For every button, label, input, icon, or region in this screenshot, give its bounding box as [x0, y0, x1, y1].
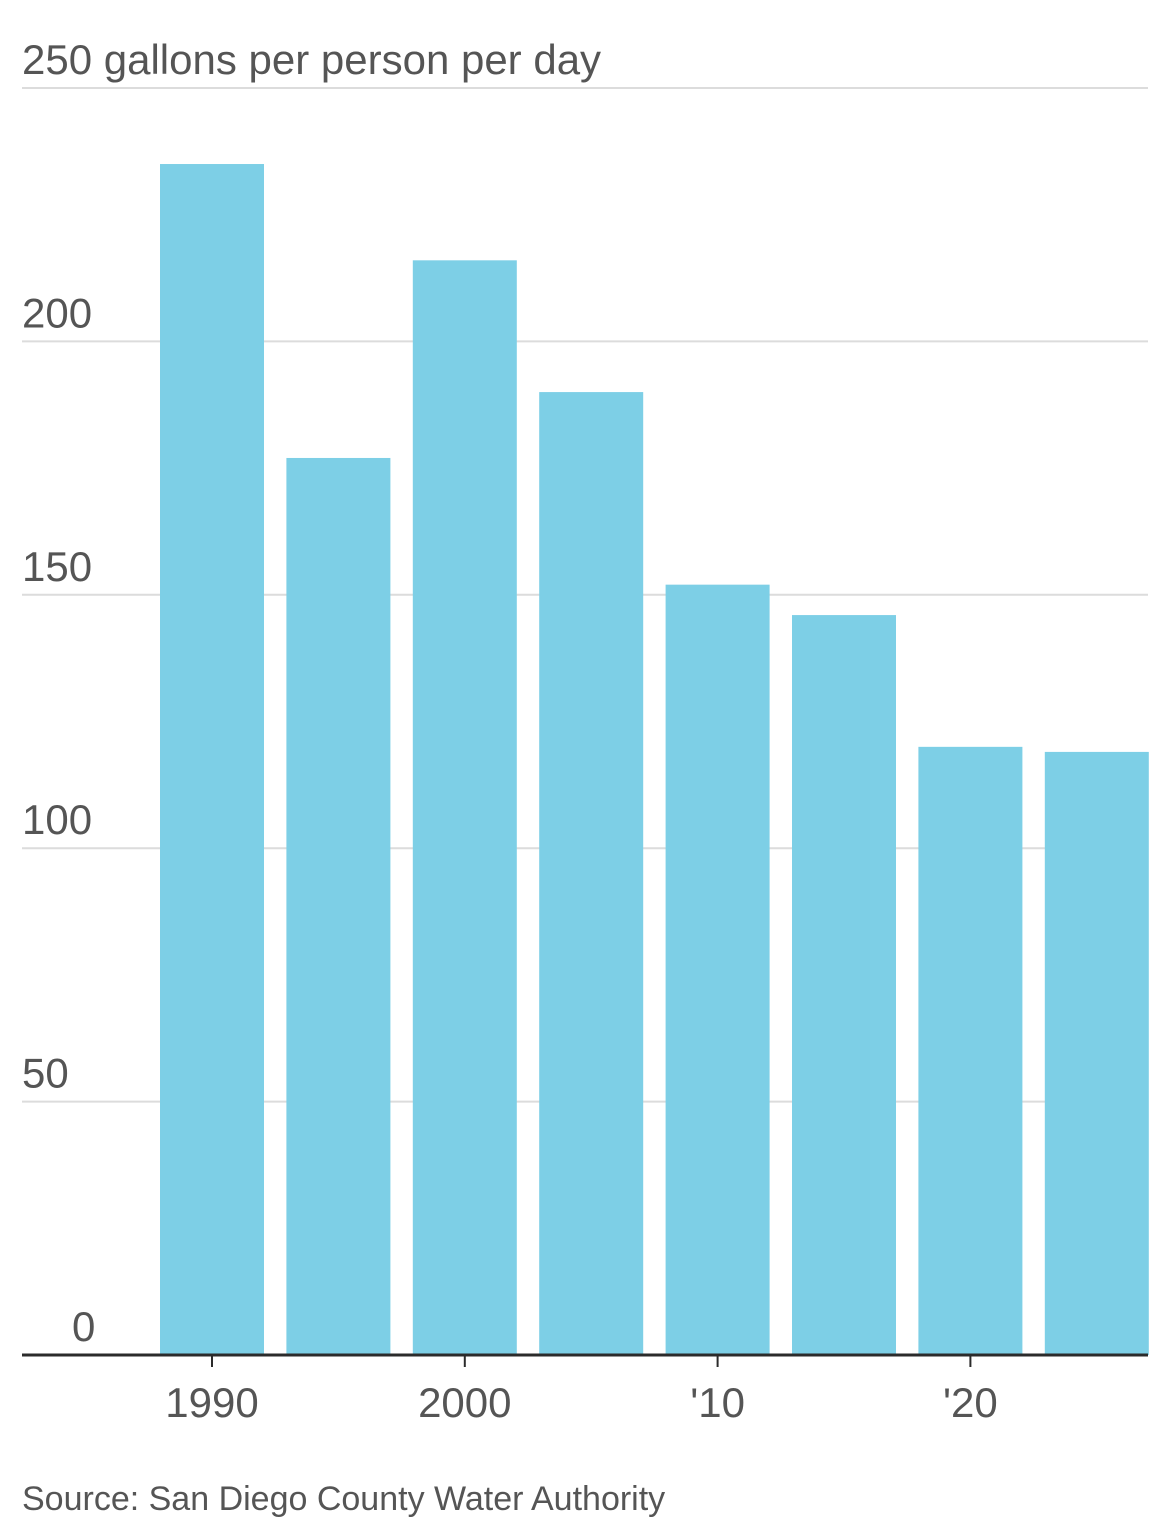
bar-2000 — [412, 260, 517, 1355]
y-tick-label-150: 150 — [22, 543, 92, 590]
y-tick-label-50: 50 — [22, 1050, 69, 1097]
x-tick-label-2020: '20 — [943, 1379, 998, 1426]
x-tick-label-1990: 1990 — [165, 1379, 258, 1426]
axes: 0 50 100 150 200 250 gallons per person per d… — [22, 36, 1148, 1426]
x-tick-label-2010: '10 — [690, 1379, 745, 1426]
bar-2005 — [539, 392, 644, 1356]
bar-2015 — [792, 615, 896, 1355]
y-tick-label-200: 200 — [22, 289, 92, 336]
x-tick-label-2000: 2000 — [418, 1379, 511, 1426]
y-tick-label-250: 250 gallons per person per day — [22, 36, 601, 83]
bar-2025 — [1044, 751, 1149, 1355]
bars — [160, 164, 1149, 1356]
bar-1995 — [286, 457, 391, 1355]
bar-2020 — [918, 746, 1023, 1355]
y-tick-label-100: 100 — [22, 796, 92, 843]
bar-1990 — [160, 164, 264, 1355]
source-note: Source: San Diego County Water Authority — [22, 1480, 666, 1518]
y-tick-label-0: 0 — [72, 1303, 95, 1350]
bar-2010 — [665, 584, 770, 1355]
